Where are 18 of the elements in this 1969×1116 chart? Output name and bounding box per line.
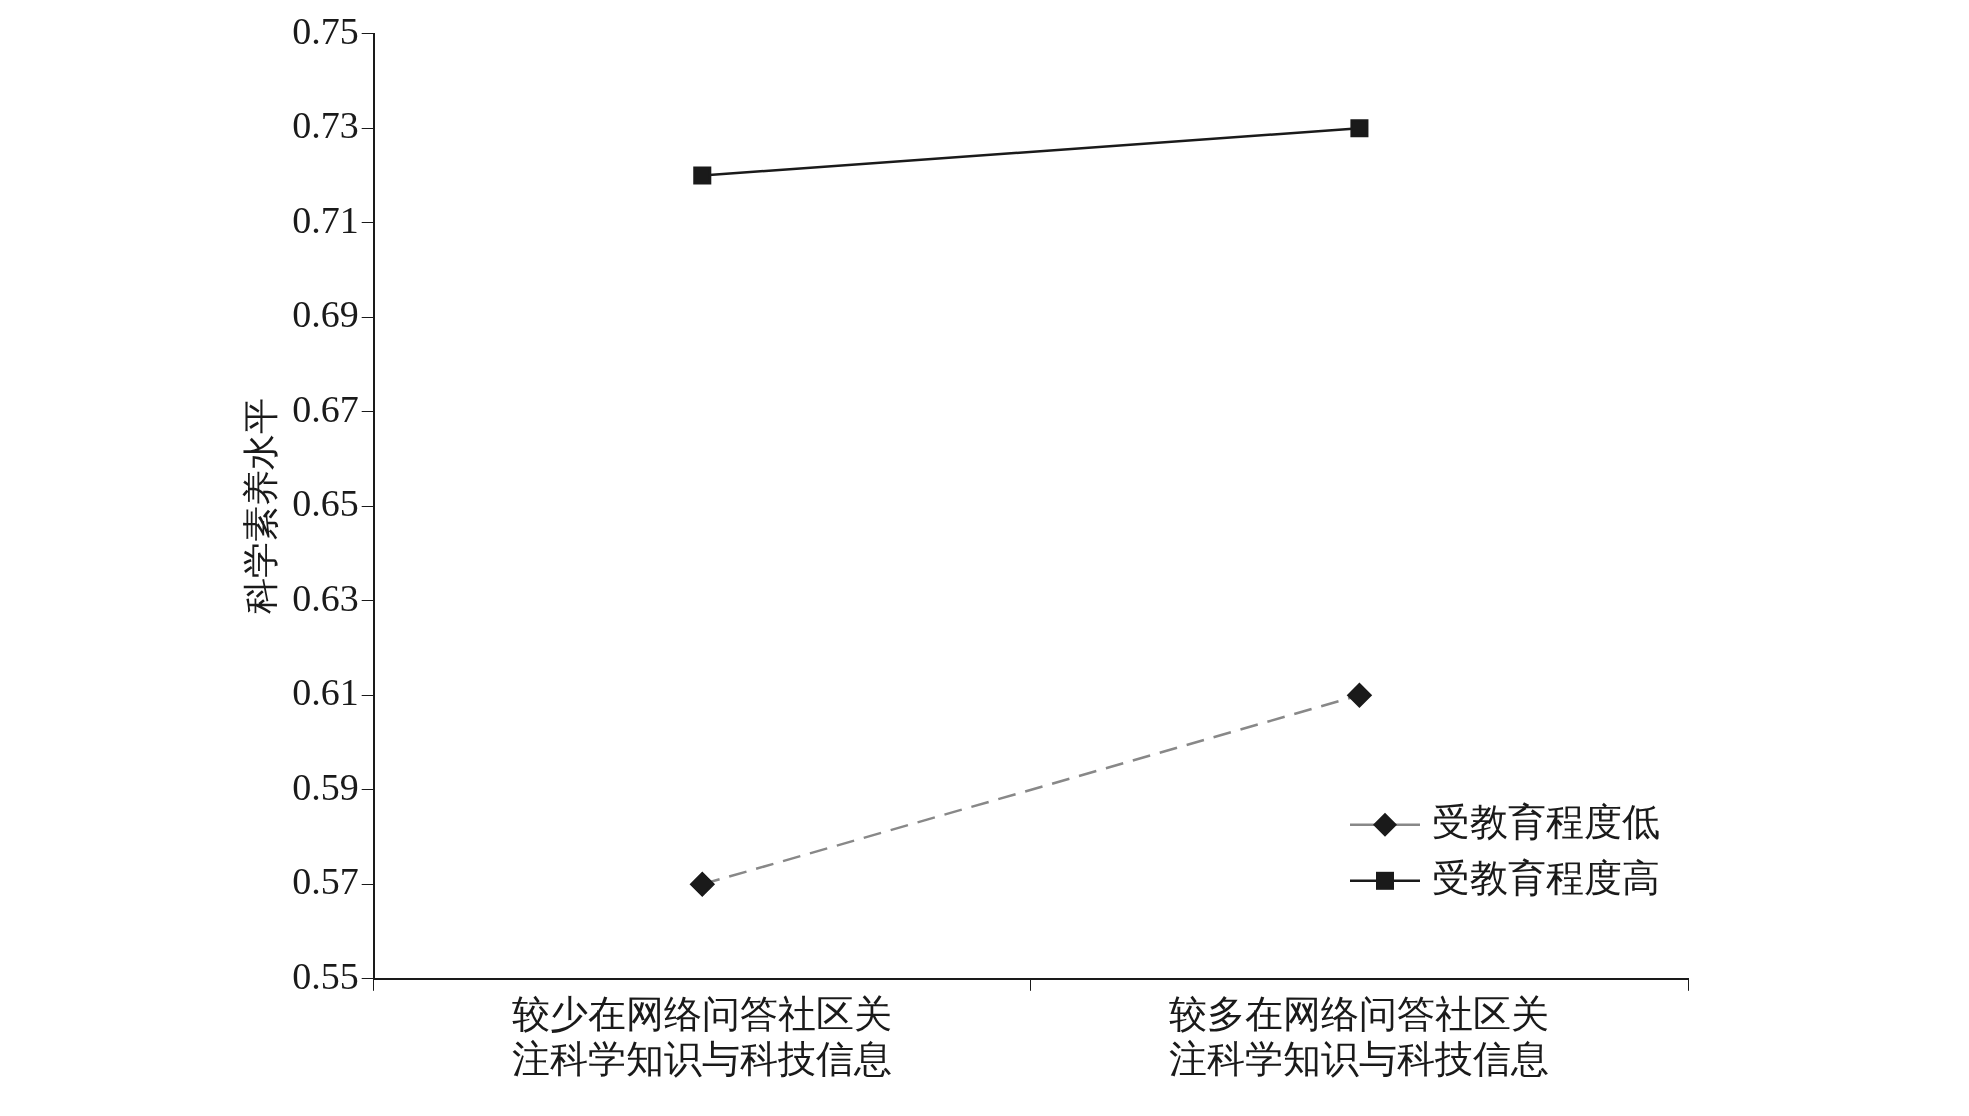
y-tick-label: 0.61 xyxy=(292,671,359,714)
y-tick-label: 0.59 xyxy=(292,765,359,808)
legend-label: 受教育程度高 xyxy=(1432,856,1660,899)
y-axis-title: 科学素养水平 xyxy=(241,398,282,615)
y-tick-label: 0.63 xyxy=(292,576,359,619)
y-tick-label: 0.55 xyxy=(292,954,359,997)
y-tick-label: 0.75 xyxy=(292,9,359,52)
y-tick-label: 0.67 xyxy=(292,387,359,430)
y-tick-label: 0.71 xyxy=(292,198,359,241)
y-tick-label: 0.73 xyxy=(292,104,359,147)
y-tick-label: 0.69 xyxy=(292,293,359,336)
y-tick-label: 0.57 xyxy=(292,860,359,903)
y-tick-label: 0.65 xyxy=(292,482,359,525)
x-tick-label: 较少在网络问答社区关注科学知识与科技信息 xyxy=(512,992,893,1081)
x-tick-label: 较多在网络问答社区关注科学知识与科技信息 xyxy=(1169,992,1550,1081)
point xyxy=(693,166,712,185)
point xyxy=(1350,119,1369,138)
legend-label: 受教育程度低 xyxy=(1432,800,1660,843)
